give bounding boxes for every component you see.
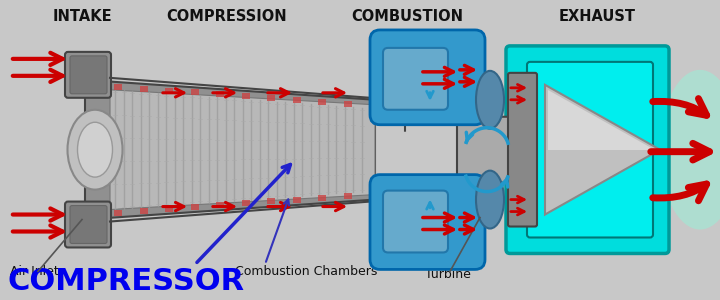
Text: Air Inlet: Air Inlet (10, 265, 59, 278)
Polygon shape (241, 200, 250, 206)
FancyBboxPatch shape (383, 190, 448, 253)
Polygon shape (545, 85, 660, 214)
FancyBboxPatch shape (383, 48, 448, 110)
Polygon shape (114, 84, 122, 90)
Polygon shape (343, 193, 351, 199)
Polygon shape (216, 91, 224, 97)
Text: INTAKE: INTAKE (53, 9, 112, 24)
Polygon shape (165, 88, 173, 94)
FancyBboxPatch shape (370, 30, 485, 125)
Text: COMBUSTION: COMBUSTION (351, 9, 463, 24)
Polygon shape (343, 100, 351, 106)
Text: COMPRESSOR: COMPRESSOR (7, 267, 244, 296)
Polygon shape (370, 184, 415, 214)
Polygon shape (548, 90, 655, 150)
Polygon shape (241, 93, 250, 99)
Polygon shape (292, 196, 300, 202)
Polygon shape (267, 95, 275, 101)
Polygon shape (191, 89, 199, 95)
Polygon shape (140, 208, 148, 214)
Polygon shape (267, 198, 275, 204)
Text: Turbine: Turbine (425, 268, 471, 281)
FancyBboxPatch shape (70, 56, 107, 94)
FancyBboxPatch shape (508, 73, 537, 226)
Ellipse shape (78, 122, 112, 177)
Text: COMPRESSION: COMPRESSION (166, 9, 287, 24)
Polygon shape (216, 202, 224, 208)
Polygon shape (370, 85, 415, 115)
FancyBboxPatch shape (370, 175, 485, 269)
Polygon shape (191, 204, 199, 210)
Polygon shape (110, 90, 375, 210)
FancyBboxPatch shape (70, 206, 107, 244)
Polygon shape (85, 80, 375, 220)
FancyBboxPatch shape (527, 62, 653, 238)
FancyBboxPatch shape (506, 46, 669, 254)
FancyBboxPatch shape (65, 52, 111, 98)
Text: Combustion Chambers: Combustion Chambers (235, 265, 377, 278)
Polygon shape (318, 195, 326, 201)
Text: EXHAUST: EXHAUST (559, 9, 636, 24)
Polygon shape (165, 206, 173, 212)
Polygon shape (318, 99, 326, 105)
Ellipse shape (476, 171, 504, 229)
Polygon shape (140, 86, 148, 92)
Polygon shape (114, 210, 122, 215)
FancyBboxPatch shape (65, 202, 111, 248)
Ellipse shape (68, 110, 122, 190)
Ellipse shape (660, 70, 720, 230)
Ellipse shape (476, 71, 504, 129)
FancyBboxPatch shape (457, 117, 518, 183)
Polygon shape (292, 97, 300, 103)
